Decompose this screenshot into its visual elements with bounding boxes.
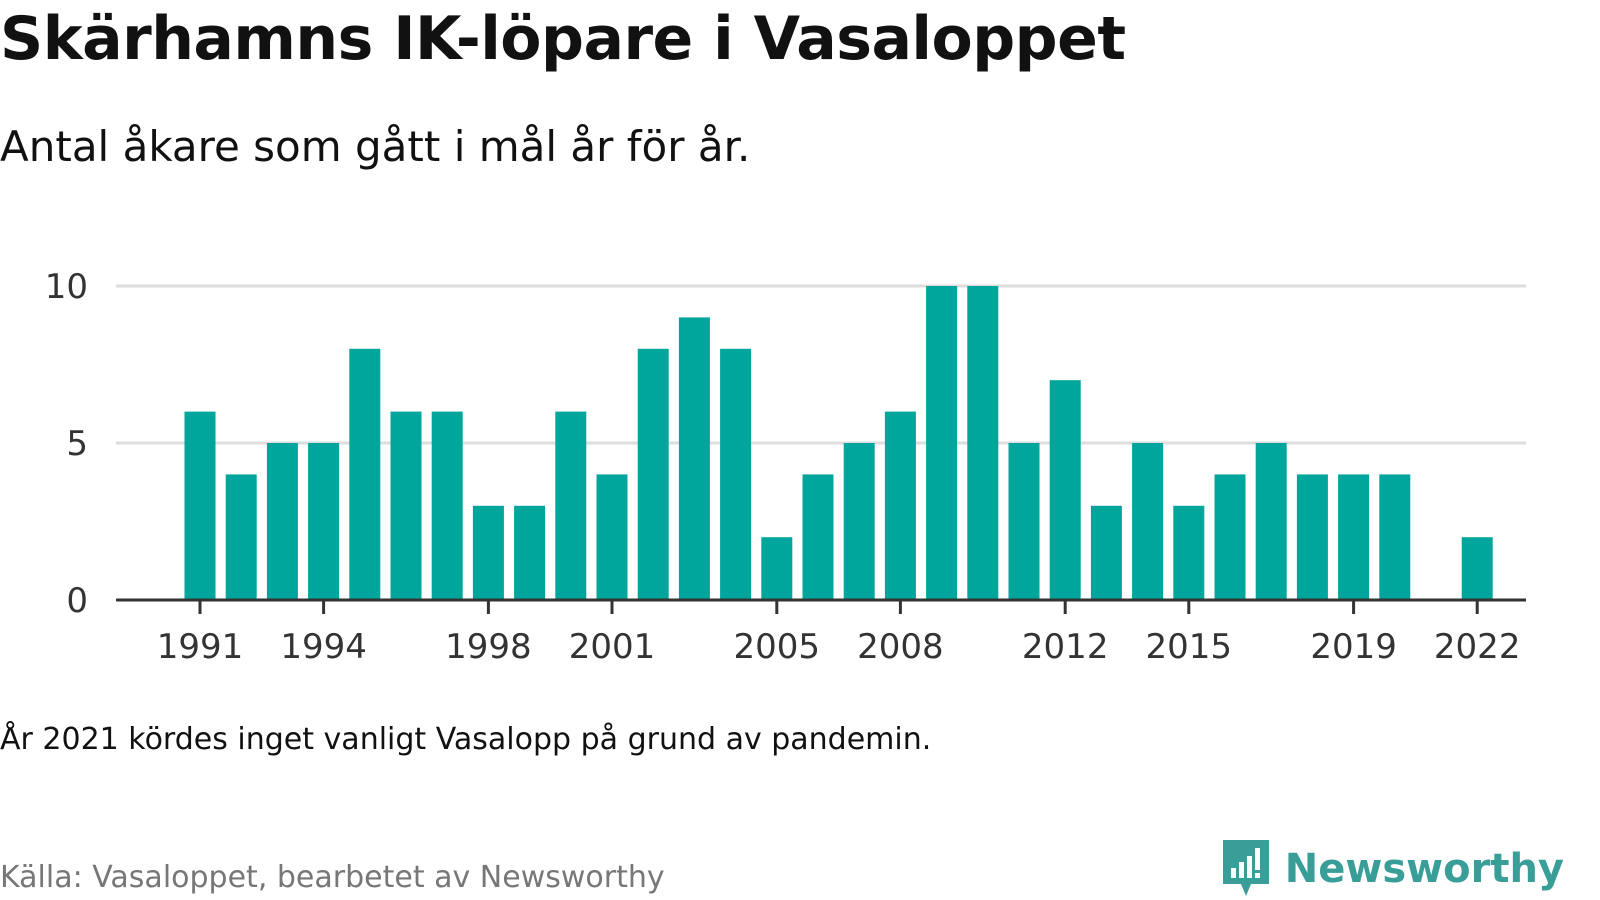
brand-logo: Newsworthy [1221,838,1564,900]
bar-1993 [266,443,298,600]
chart-title: Skärhamns IK-löpare i Vasaloppet [0,4,1126,74]
bar-1998 [472,505,504,600]
bar-2019 [1338,474,1370,600]
y-tick-label: 10 [45,267,88,307]
bar-2009 [926,286,958,600]
bar-1997 [431,411,463,600]
grid-layer [116,284,1526,445]
bar-2018 [1296,474,1328,600]
bar-2015 [1173,505,1205,600]
bar-1999 [514,505,546,600]
bar-2016 [1214,474,1246,600]
x-tick-label: 2001 [569,627,656,667]
bar-2000 [555,411,587,600]
x-tick-label: 2005 [734,627,821,667]
x-tick-label: 2022 [1434,627,1521,667]
bar-layer [184,286,1493,600]
bar-2008 [884,411,916,600]
y-tick-label: 5 [66,424,88,464]
bar-2011 [1008,443,1040,600]
x-tick-label: 2019 [1310,627,1397,667]
bar-2006 [802,474,834,600]
x-tick-label: 1991 [157,627,244,667]
bar-1995 [349,348,381,600]
bar-2013 [1090,505,1122,600]
bar-1994 [308,443,340,600]
bar-1991 [184,411,216,600]
bar-2004 [720,348,752,600]
chart-subtitle: Antal åkare som gått i mål år för år. [0,122,751,171]
bar-2002 [637,348,669,600]
bar-2014 [1132,443,1164,600]
bar-1996 [390,411,422,600]
newsworthy-logo-icon [1222,840,1269,896]
bar-2020 [1379,474,1411,600]
x-tick-label: 2008 [857,627,944,667]
x-tick-label: 2015 [1146,627,1233,667]
x-tick-label: 1994 [280,627,367,667]
source-text: Källa: Vasaloppet, bearbetet av Newswort… [0,860,665,895]
bar-2022 [1461,537,1493,600]
footnote: År 2021 kördes inget vanligt Vasalopp på… [0,722,932,757]
bar-2001 [596,474,628,600]
label-layer: 0 5 10 1991 1994 1998 2001 2005 2008 2012 2015 2019… [45,267,1521,667]
bar-1992 [225,474,257,600]
bar-2012 [1049,380,1081,600]
bar-chart: 0 5 10 1991 1994 1998 2001 2005 2008 2012 2015 2019… [45,267,1526,667]
bar-2010 [967,286,999,600]
y-tick-label: 0 [66,581,88,621]
x-tick-label: 2012 [1022,627,1109,667]
bar-2007 [843,443,875,600]
bar-2017 [1255,443,1287,600]
axis-layer [116,598,1526,614]
bar-2005 [761,537,793,600]
x-tick-label: 1998 [445,627,532,667]
brand-name: Newsworthy [1284,846,1564,892]
bar-2003 [678,317,710,600]
